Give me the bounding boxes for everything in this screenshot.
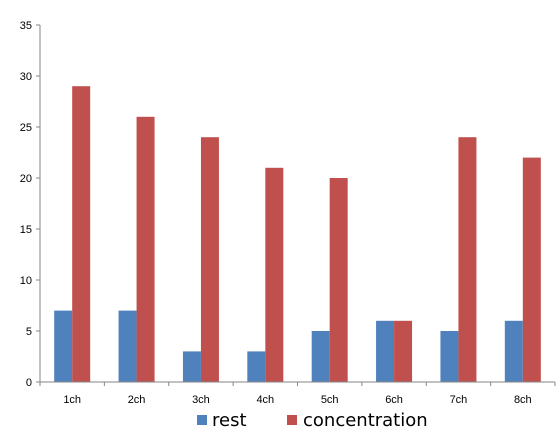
bar-rest-3ch [182,351,201,382]
legend-label-rest: rest [212,410,247,431]
y-tick-label: 10 [20,275,32,287]
x-tick-label: 6ch [385,394,403,406]
bar-concentration-2ch [136,116,155,383]
x-tick-label: 2ch [128,394,146,406]
bar-concentration-5ch [329,178,348,382]
bar-concentration-6ch [394,320,413,382]
bar-rest-4ch [247,351,266,382]
bar-rest-7ch [440,331,459,382]
x-tick-label: 4ch [256,394,274,406]
x-tick-label: 3ch [192,394,210,406]
bar-concentration-8ch [522,157,541,382]
bar-concentration-7ch [458,137,477,382]
bar-concentration-4ch [265,167,284,382]
y-tick-label: 25 [20,122,32,134]
bar-rest-5ch [311,331,330,382]
y-tick-label: 20 [20,173,32,185]
y-tick-label: 0 [26,377,32,389]
x-axis: 1ch 2ch 3ch 4ch 5ch 6ch 7ch 8ch [39,381,556,406]
y-tick-label: 30 [20,71,32,83]
legend: rest concentration [197,410,428,431]
bar-rest-8ch [504,320,523,382]
bar-concentration-3ch [200,137,219,382]
y-axis: 0 5 10 15 20 25 30 35 [20,20,41,389]
bar-concentration-1ch [72,86,91,382]
bar-rest-1ch [54,310,73,382]
y-tick-label: 35 [20,20,32,32]
legend-swatch-rest [197,415,207,425]
legend-swatch-concentration [287,415,297,425]
x-tick-label: 1ch [63,394,81,406]
x-tick-label: 8ch [514,394,532,406]
x-tick-label: 5ch [321,394,339,406]
y-tick-label: 15 [20,224,32,236]
plot-area [54,86,541,383]
bar-rest-6ch [376,320,395,382]
bar-rest-2ch [118,310,137,382]
y-tick-label: 5 [26,326,32,338]
x-tick-label: 7ch [450,394,468,406]
legend-label-concentration: concentration [303,410,428,431]
